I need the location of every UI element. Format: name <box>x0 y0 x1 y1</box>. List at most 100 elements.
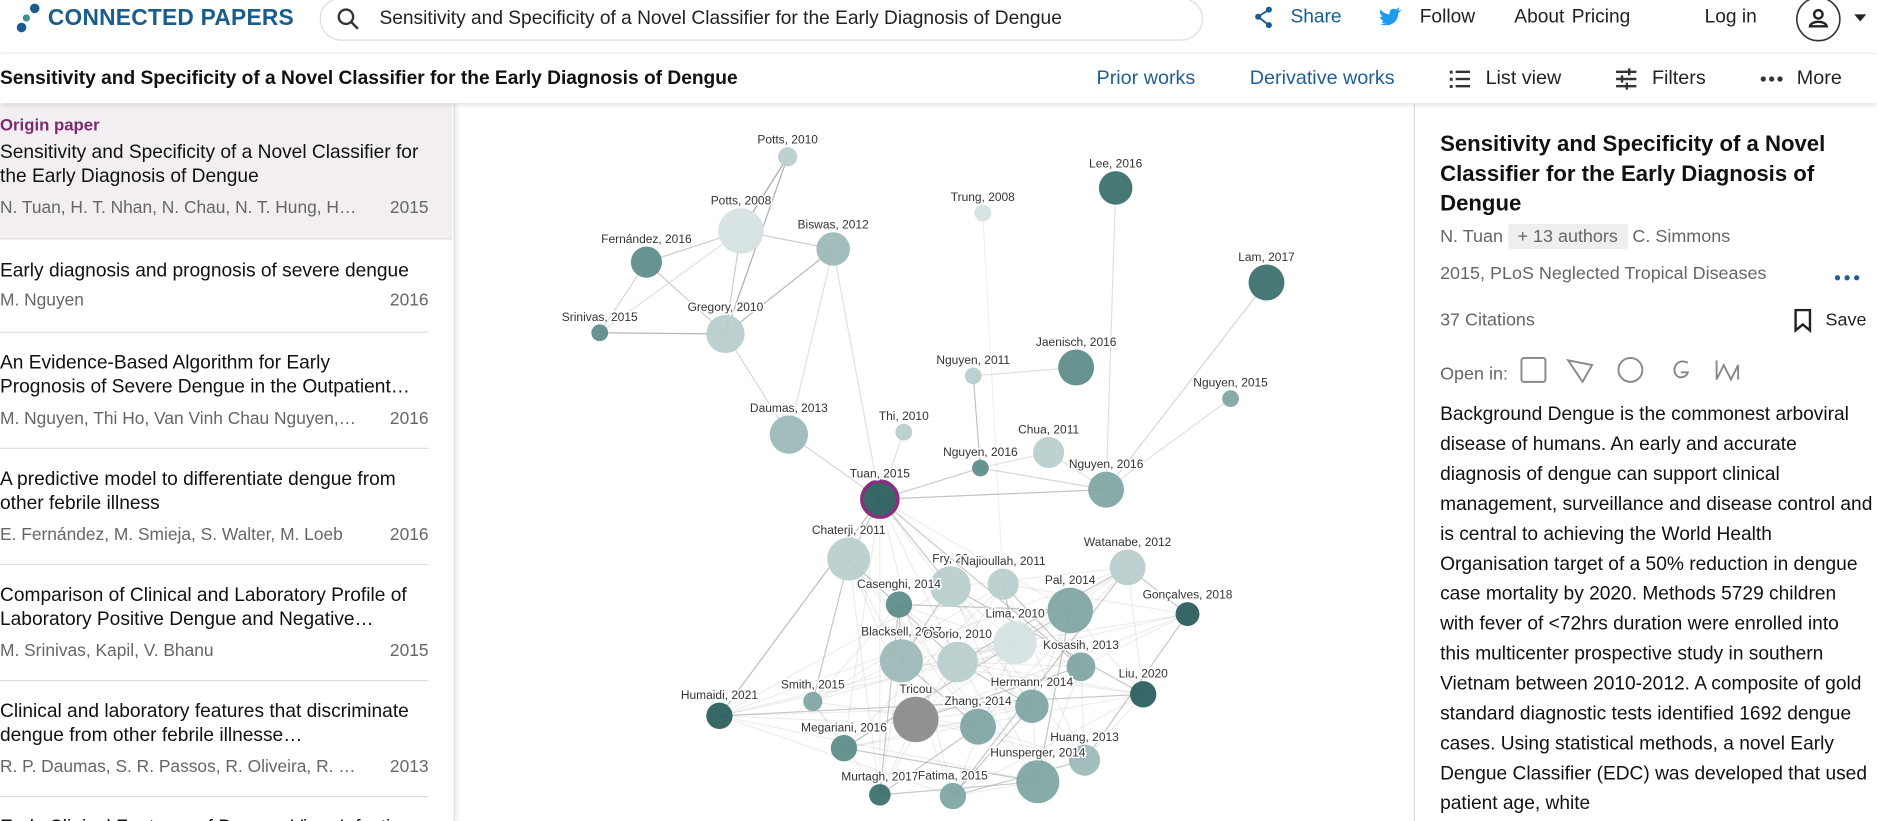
share[interactable]: Share <box>1290 7 1342 28</box>
edge <box>952 567 1129 797</box>
paper-node[interactable] <box>1248 264 1285 301</box>
paper-authors: M. Nguyen <box>0 290 84 311</box>
edge <box>977 567 1129 728</box>
author[interactable]: C. Simmons <box>1632 226 1731 247</box>
node-label: Tricou <box>899 682 932 696</box>
paper-node[interactable] <box>1068 744 1101 776</box>
paper-node[interactable] <box>778 147 798 167</box>
paper-node[interactable] <box>972 459 989 477</box>
paper-node[interactable] <box>1015 689 1049 724</box>
paper-item[interactable]: A predictive model to differentiate deng… <box>0 448 429 566</box>
edge <box>949 586 1086 761</box>
paper-node[interactable] <box>893 696 939 743</box>
paper-node[interactable] <box>879 639 923 683</box>
search-box[interactable]: Sensitivity and Specificity of a Novel C… <box>319 0 1204 41</box>
edge <box>725 248 834 335</box>
node-label: Srinivas, 2015 <box>562 310 638 324</box>
node-label: Kosasih, 2013 <box>1043 638 1119 652</box>
paper-item[interactable]: Clinical and laboratory features that di… <box>0 680 429 798</box>
citations: 37 Citations <box>1440 310 1535 331</box>
author[interactable]: N. Tuan <box>1440 226 1503 247</box>
account-button[interactable] <box>1794 0 1868 45</box>
paper-node[interactable] <box>1047 587 1093 634</box>
open-in-icons[interactable] <box>1520 356 1747 387</box>
about[interactable]: About <box>1514 7 1565 28</box>
paper-node[interactable] <box>1175 602 1200 627</box>
paper-node[interactable] <box>1109 549 1146 586</box>
paper-node[interactable] <box>960 708 996 745</box>
paper-title: Comparison of Clinical and Laboratory Pr… <box>0 585 407 630</box>
paper-item[interactable]: Early diagnosis and prognosis of severe … <box>0 239 429 333</box>
edge <box>972 375 981 469</box>
paper-node[interactable] <box>885 591 913 618</box>
paper-node[interactable] <box>987 568 1019 600</box>
paper-node[interactable] <box>803 691 823 712</box>
twitter-icon <box>1379 7 1402 26</box>
list-view[interactable]: List view <box>1485 67 1562 89</box>
more[interactable]: More <box>1796 67 1842 89</box>
paper-node[interactable] <box>1033 436 1065 469</box>
paper-node[interactable] <box>706 314 745 354</box>
login[interactable]: Log in <box>1704 7 1757 28</box>
venue: 2015, PLoS Neglected Tropical Diseases <box>1440 263 1767 284</box>
paper-node[interactable] <box>1130 681 1157 708</box>
paper-node[interactable] <box>1098 171 1133 205</box>
node-label: Zhang, 2014 <box>944 694 1012 708</box>
paper-authors: M. Srinivas, Kapil, V. Bhanu <box>0 641 214 661</box>
edge <box>898 603 1082 668</box>
paper-node[interactable] <box>974 204 992 222</box>
node-label: Daumas, 2013 <box>750 401 828 415</box>
paper-authors: M. Nguyen, Thi Ho, Van Vinh Chau Nguyen,… <box>0 409 360 429</box>
paper-node[interactable] <box>895 423 913 441</box>
more-authors[interactable]: + 13 authors <box>1507 223 1628 249</box>
paper-node[interactable] <box>930 566 971 607</box>
paper-node[interactable] <box>718 208 764 254</box>
paper-node[interactable] <box>1222 390 1239 408</box>
edge <box>843 747 1038 783</box>
edge <box>879 660 902 795</box>
filters[interactable]: Filters <box>1651 67 1706 89</box>
paper-node[interactable] <box>937 641 979 683</box>
paper-node[interactable] <box>816 232 850 266</box>
follow[interactable]: Follow <box>1419 7 1476 28</box>
edge <box>848 558 881 795</box>
paper-title: An Evidence-Based Algorithm for Early Pr… <box>0 353 410 398</box>
paper-node[interactable] <box>869 784 891 806</box>
paper-node[interactable] <box>706 702 733 730</box>
paper-node[interactable] <box>1088 471 1125 508</box>
paper-node[interactable] <box>993 621 1037 665</box>
edge <box>1105 187 1117 490</box>
prior-works[interactable]: Prior works <box>1096 67 1196 89</box>
options-icon[interactable] <box>1834 274 1863 281</box>
edge <box>879 498 1082 668</box>
paper-node[interactable] <box>827 537 871 581</box>
toolbar: Sensitivity and Specificity of a Novel C… <box>0 53 1877 103</box>
edge <box>1002 583 1086 761</box>
paper-node[interactable] <box>939 782 967 810</box>
paper-node[interactable] <box>860 479 900 519</box>
search-text[interactable]: Sensitivity and Specificity of a Novel C… <box>379 8 1062 29</box>
edge <box>950 566 1128 588</box>
paper-node[interactable] <box>830 735 858 762</box>
paper-node[interactable] <box>591 324 609 342</box>
edge <box>957 661 1081 668</box>
derivative-works[interactable]: Derivative works <box>1249 67 1395 89</box>
filters-icon <box>1616 68 1637 90</box>
save[interactable]: Save <box>1825 310 1867 331</box>
edge <box>843 583 1004 749</box>
brand[interactable]: CONNECTED PAPERS <box>47 5 294 32</box>
pricing[interactable]: Pricing <box>1571 7 1631 28</box>
paper-item[interactable]: Origin paper Sensitivity and Specificity … <box>0 104 453 240</box>
paper-node[interactable] <box>1058 349 1095 386</box>
paper-node[interactable] <box>964 367 982 385</box>
paper-item[interactable]: Comparison of Clinical and Laboratory Pr… <box>0 564 429 682</box>
detail-title: Sensitivity and Specificity of a Novel C… <box>1440 130 1826 216</box>
edge <box>915 666 1082 721</box>
paper-node[interactable] <box>769 415 809 454</box>
paper-item[interactable]: Early Clinical Features of Dengue Virus … <box>0 796 429 821</box>
paper-node[interactable] <box>1066 652 1096 682</box>
paper-authors: N. Tuan, H. T. Nhan, N. Chau, N. T. Hung… <box>0 198 360 218</box>
paper-node[interactable] <box>630 246 662 278</box>
paper-node[interactable] <box>1016 760 1060 804</box>
paper-item[interactable]: An Evidence-Based Algorithm for Early Pr… <box>0 332 429 449</box>
